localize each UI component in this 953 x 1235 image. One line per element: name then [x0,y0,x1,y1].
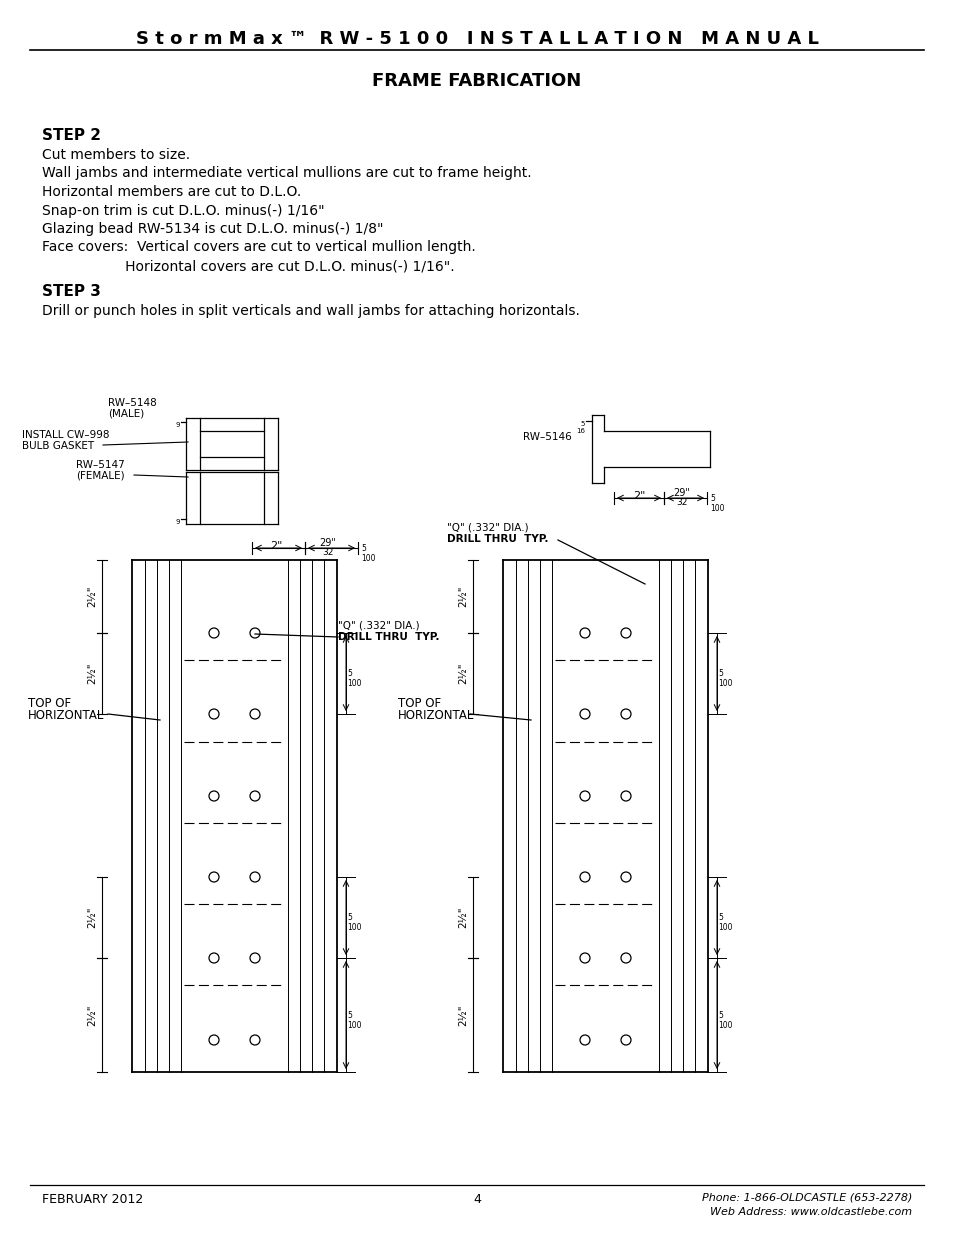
Text: STEP 3: STEP 3 [42,284,101,299]
Text: STEP 2: STEP 2 [42,128,101,143]
Text: FRAME FABRICATION: FRAME FABRICATION [372,72,581,90]
Text: 32: 32 [322,548,334,557]
Text: "Q" (.332" DIA.): "Q" (.332" DIA.) [447,522,528,532]
Text: 2½": 2½" [87,585,97,608]
Text: 5
100: 5 100 [718,669,732,688]
Text: Phone: 1-866-OLDCASTLE (653-2278): Phone: 1-866-OLDCASTLE (653-2278) [700,1193,911,1203]
Text: 5
100: 5 100 [347,669,361,688]
Text: HORIZONTAL: HORIZONTAL [397,709,474,722]
Text: 5
16: 5 16 [576,421,584,433]
Text: (MALE): (MALE) [108,409,144,419]
Text: Wall jambs and intermediate vertical mullions are cut to frame height.: Wall jambs and intermediate vertical mul… [42,167,531,180]
Text: "Q" (.332" DIA.): "Q" (.332" DIA.) [337,620,419,630]
Text: 5
100: 5 100 [347,1011,361,1030]
Text: INSTALL CW–998: INSTALL CW–998 [22,430,110,440]
Text: Horizontal covers are cut D.L.O. minus(-) 1/16".: Horizontal covers are cut D.L.O. minus(-… [42,259,455,273]
Text: Snap-on trim is cut D.L.O. minus(-) 1/16": Snap-on trim is cut D.L.O. minus(-) 1/16… [42,204,324,217]
Text: 5
100: 5 100 [360,543,375,563]
Text: 5
100: 5 100 [718,913,732,932]
Text: S t o r m M a x ™  R W - 5 1 0 0   I N S T A L L A T I O N   M A N U A L: S t o r m M a x ™ R W - 5 1 0 0 I N S T … [135,30,818,48]
Text: BULB GASKET: BULB GASKET [22,441,94,451]
Text: Cut members to size.: Cut members to size. [42,148,190,162]
Text: HORIZONTAL: HORIZONTAL [28,709,104,722]
Text: 2½": 2½" [87,1004,97,1026]
Text: 2½": 2½" [457,1004,468,1026]
Text: Glazing bead RW-5134 is cut D.L.O. minus(-) 1/8": Glazing bead RW-5134 is cut D.L.O. minus… [42,222,383,236]
Text: 5
100: 5 100 [718,1011,732,1030]
Text: Drill or punch holes in split verticals and wall jambs for attaching horizontals: Drill or punch holes in split verticals … [42,304,579,317]
Text: FEBRUARY 2012: FEBRUARY 2012 [42,1193,143,1207]
Text: (FEMALE): (FEMALE) [76,471,125,480]
Text: 2½": 2½" [457,663,468,684]
Text: 32: 32 [676,498,687,508]
Text: 2½": 2½" [457,906,468,929]
Text: 5
100: 5 100 [347,913,361,932]
Text: TOP OF: TOP OF [28,697,71,710]
Text: 2½": 2½" [87,663,97,684]
Text: RW–5147: RW–5147 [76,459,125,471]
Text: 2½": 2½" [457,585,468,608]
Text: Horizontal members are cut to D.L.O.: Horizontal members are cut to D.L.O. [42,185,301,199]
Text: 2": 2" [632,492,644,501]
Text: 29": 29" [319,538,336,548]
Text: 2½": 2½" [87,906,97,929]
Text: 5
100: 5 100 [709,494,723,514]
Text: Web Address: www.oldcastlebe.com: Web Address: www.oldcastlebe.com [709,1207,911,1216]
Text: 9: 9 [175,422,180,429]
Text: RW–5148: RW–5148 [108,398,156,408]
Text: DRILL THRU  TYP.: DRILL THRU TYP. [447,534,548,543]
Text: 4: 4 [473,1193,480,1207]
Text: 2": 2" [270,541,282,551]
Text: TOP OF: TOP OF [397,697,440,710]
Text: 29": 29" [673,488,690,498]
Text: RW–5146: RW–5146 [522,432,571,442]
Text: 9: 9 [175,519,180,525]
Text: DRILL THRU  TYP.: DRILL THRU TYP. [337,632,439,642]
Text: Face covers:  Vertical covers are cut to vertical mullion length.: Face covers: Vertical covers are cut to … [42,241,476,254]
